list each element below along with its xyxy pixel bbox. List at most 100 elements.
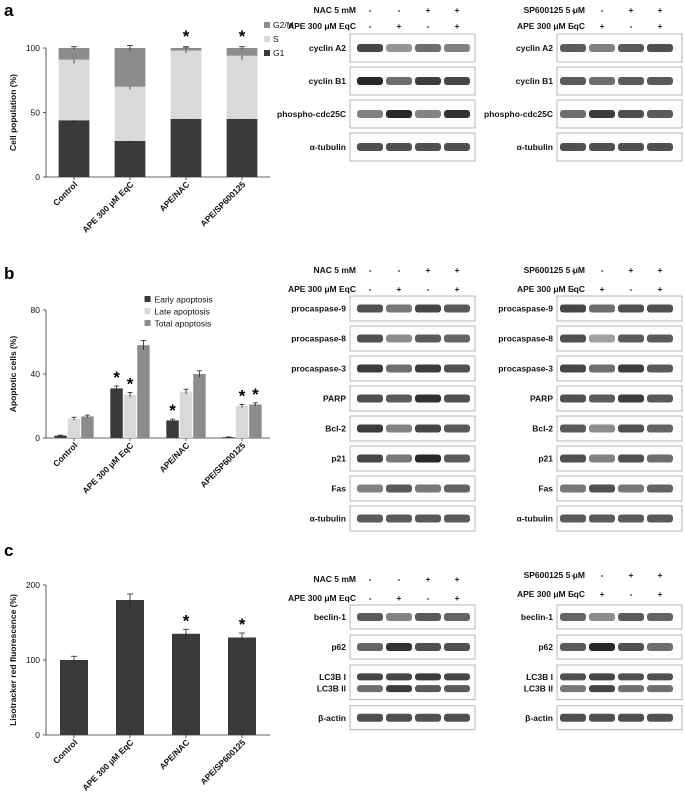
bar [228, 637, 256, 735]
blot-band [357, 643, 383, 651]
blot-band [647, 394, 673, 403]
blot-band [415, 643, 441, 651]
blot-band [415, 424, 441, 433]
treatment-sign: - [601, 570, 604, 580]
blot-band [560, 304, 586, 313]
blot-band [618, 514, 644, 523]
bar-segment-g1 [170, 118, 202, 177]
band-label: p62 [331, 642, 346, 652]
blot-band [357, 673, 383, 681]
y-tick-label: 0 [35, 172, 40, 182]
blot-band [589, 454, 615, 463]
legend-label: Total apoptosis [155, 319, 212, 329]
x-tick-label: APE/NAC [157, 440, 191, 474]
treatment-sign: + [658, 5, 663, 15]
blot-band [560, 685, 586, 693]
y-tick-label: 50 [31, 108, 41, 118]
blot-band [618, 304, 644, 313]
treatment-sign: + [455, 5, 460, 15]
band-label: Fas [331, 484, 346, 494]
blot-band [357, 713, 383, 722]
blot-band [589, 613, 615, 621]
treatment-sign: + [658, 21, 663, 31]
treatment-sign: + [600, 284, 605, 294]
treatment-sign: + [426, 574, 431, 584]
blot-band [560, 334, 586, 343]
blot-band [560, 44, 586, 52]
blot-band [618, 110, 644, 118]
blot-band [444, 484, 470, 493]
panel-letter-c: c [4, 541, 13, 560]
blot-band [589, 364, 615, 373]
x-tick-label: APE/SP600125 [198, 179, 247, 228]
bar-total-apoptosis [81, 416, 94, 438]
blot-band [444, 364, 470, 373]
significance-star: * [183, 27, 190, 46]
blot-band [386, 673, 412, 681]
band-label: α-tubulin [517, 142, 553, 152]
band-label: Bcl-2 [532, 424, 553, 434]
treatment-sign: + [658, 284, 663, 294]
blot-band [618, 143, 644, 151]
bar-segment-s [170, 50, 202, 119]
treatment-label: SP600125 5 μM [524, 5, 585, 15]
blot-band [647, 143, 673, 151]
treatment-sign: - [427, 593, 430, 603]
blot-band [357, 304, 383, 313]
blot-band [357, 424, 383, 433]
blot-band [386, 643, 412, 651]
treatment-sign: + [455, 284, 460, 294]
blot-band [357, 514, 383, 523]
blot-band [444, 454, 470, 463]
blot-band [589, 334, 615, 343]
bar [172, 633, 200, 735]
y-axis-label: Apoptotic cells (%) [8, 336, 18, 413]
band-label: α-tubulin [310, 514, 346, 524]
band-label: beclin-1 [314, 612, 346, 622]
significance-star: * [239, 27, 246, 46]
band-label: LC3B I [319, 672, 346, 682]
treatment-sign: + [629, 265, 634, 275]
bar-segment-s [226, 55, 258, 119]
blot-band [618, 713, 644, 722]
blot-band [415, 143, 441, 151]
blot-band [618, 685, 644, 693]
blot-band [386, 44, 412, 52]
band-label: procaspase-8 [498, 334, 553, 344]
treatment-sign: + [426, 265, 431, 275]
blot-band [618, 484, 644, 493]
treatment-sign: - [427, 284, 430, 294]
treatment-sign: - [601, 5, 604, 15]
blot-band [589, 44, 615, 52]
band-label: phospho-cdc25C [484, 109, 553, 119]
treatment-sign: + [658, 570, 663, 580]
blot-band [357, 685, 383, 693]
y-tick-label: 200 [26, 580, 40, 590]
blot-band [386, 143, 412, 151]
treatment-sign: + [658, 589, 663, 599]
blot-band [444, 673, 470, 681]
blot-band [647, 364, 673, 373]
bar-segment-g1 [58, 120, 90, 177]
blot-band [618, 44, 644, 52]
treatment-sign: - [630, 284, 633, 294]
blot-band [357, 364, 383, 373]
blot-band [415, 304, 441, 313]
x-tick-label: APE/SP600125 [198, 737, 247, 786]
blot-band [589, 77, 615, 85]
band-label: β-actin [525, 713, 553, 723]
blot-band [589, 643, 615, 651]
blot-band [386, 484, 412, 493]
x-tick-label: Control [51, 179, 79, 207]
blot-band [560, 484, 586, 493]
band-label: PARP [323, 394, 346, 404]
blot-band [560, 643, 586, 651]
x-tick-label: APE 300 μM EqC [80, 179, 135, 234]
treatment-sign: - [369, 593, 372, 603]
treatment-sign: + [658, 265, 663, 275]
treatment-sign: + [397, 284, 402, 294]
blot-band [415, 394, 441, 403]
treatment-label: NAC 5 mM [313, 574, 356, 584]
